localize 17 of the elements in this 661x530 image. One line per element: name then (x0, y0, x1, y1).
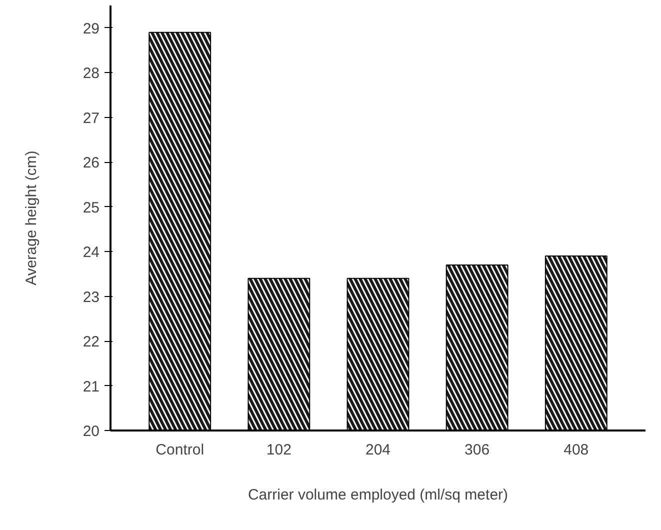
y-tick-label: 21 (82, 378, 100, 396)
x-tick-label: 408 (564, 442, 589, 458)
x-tick-label: 306 (464, 442, 490, 458)
x-tick-label: Control (156, 442, 204, 458)
y-tick-label: 24 (82, 244, 100, 262)
y-tick-label: 27 (82, 110, 100, 127)
x-tick-label: 204 (365, 442, 391, 458)
y-tick-label: 23 (82, 288, 100, 306)
x-tick-label: 102 (266, 442, 292, 458)
y-tick-label: 25 (82, 199, 100, 216)
y-tick-label: 29 (82, 20, 100, 38)
y-tick-label: 22 (82, 334, 100, 351)
y-axis-title: Average height (cm) (22, 150, 40, 286)
y-tick-label: 26 (82, 154, 100, 172)
y-tick-label: 20 (82, 423, 100, 440)
x-axis-title: Carrier volume employed (ml/sq meter) (248, 486, 508, 504)
y-tick-label: 28 (82, 65, 100, 82)
